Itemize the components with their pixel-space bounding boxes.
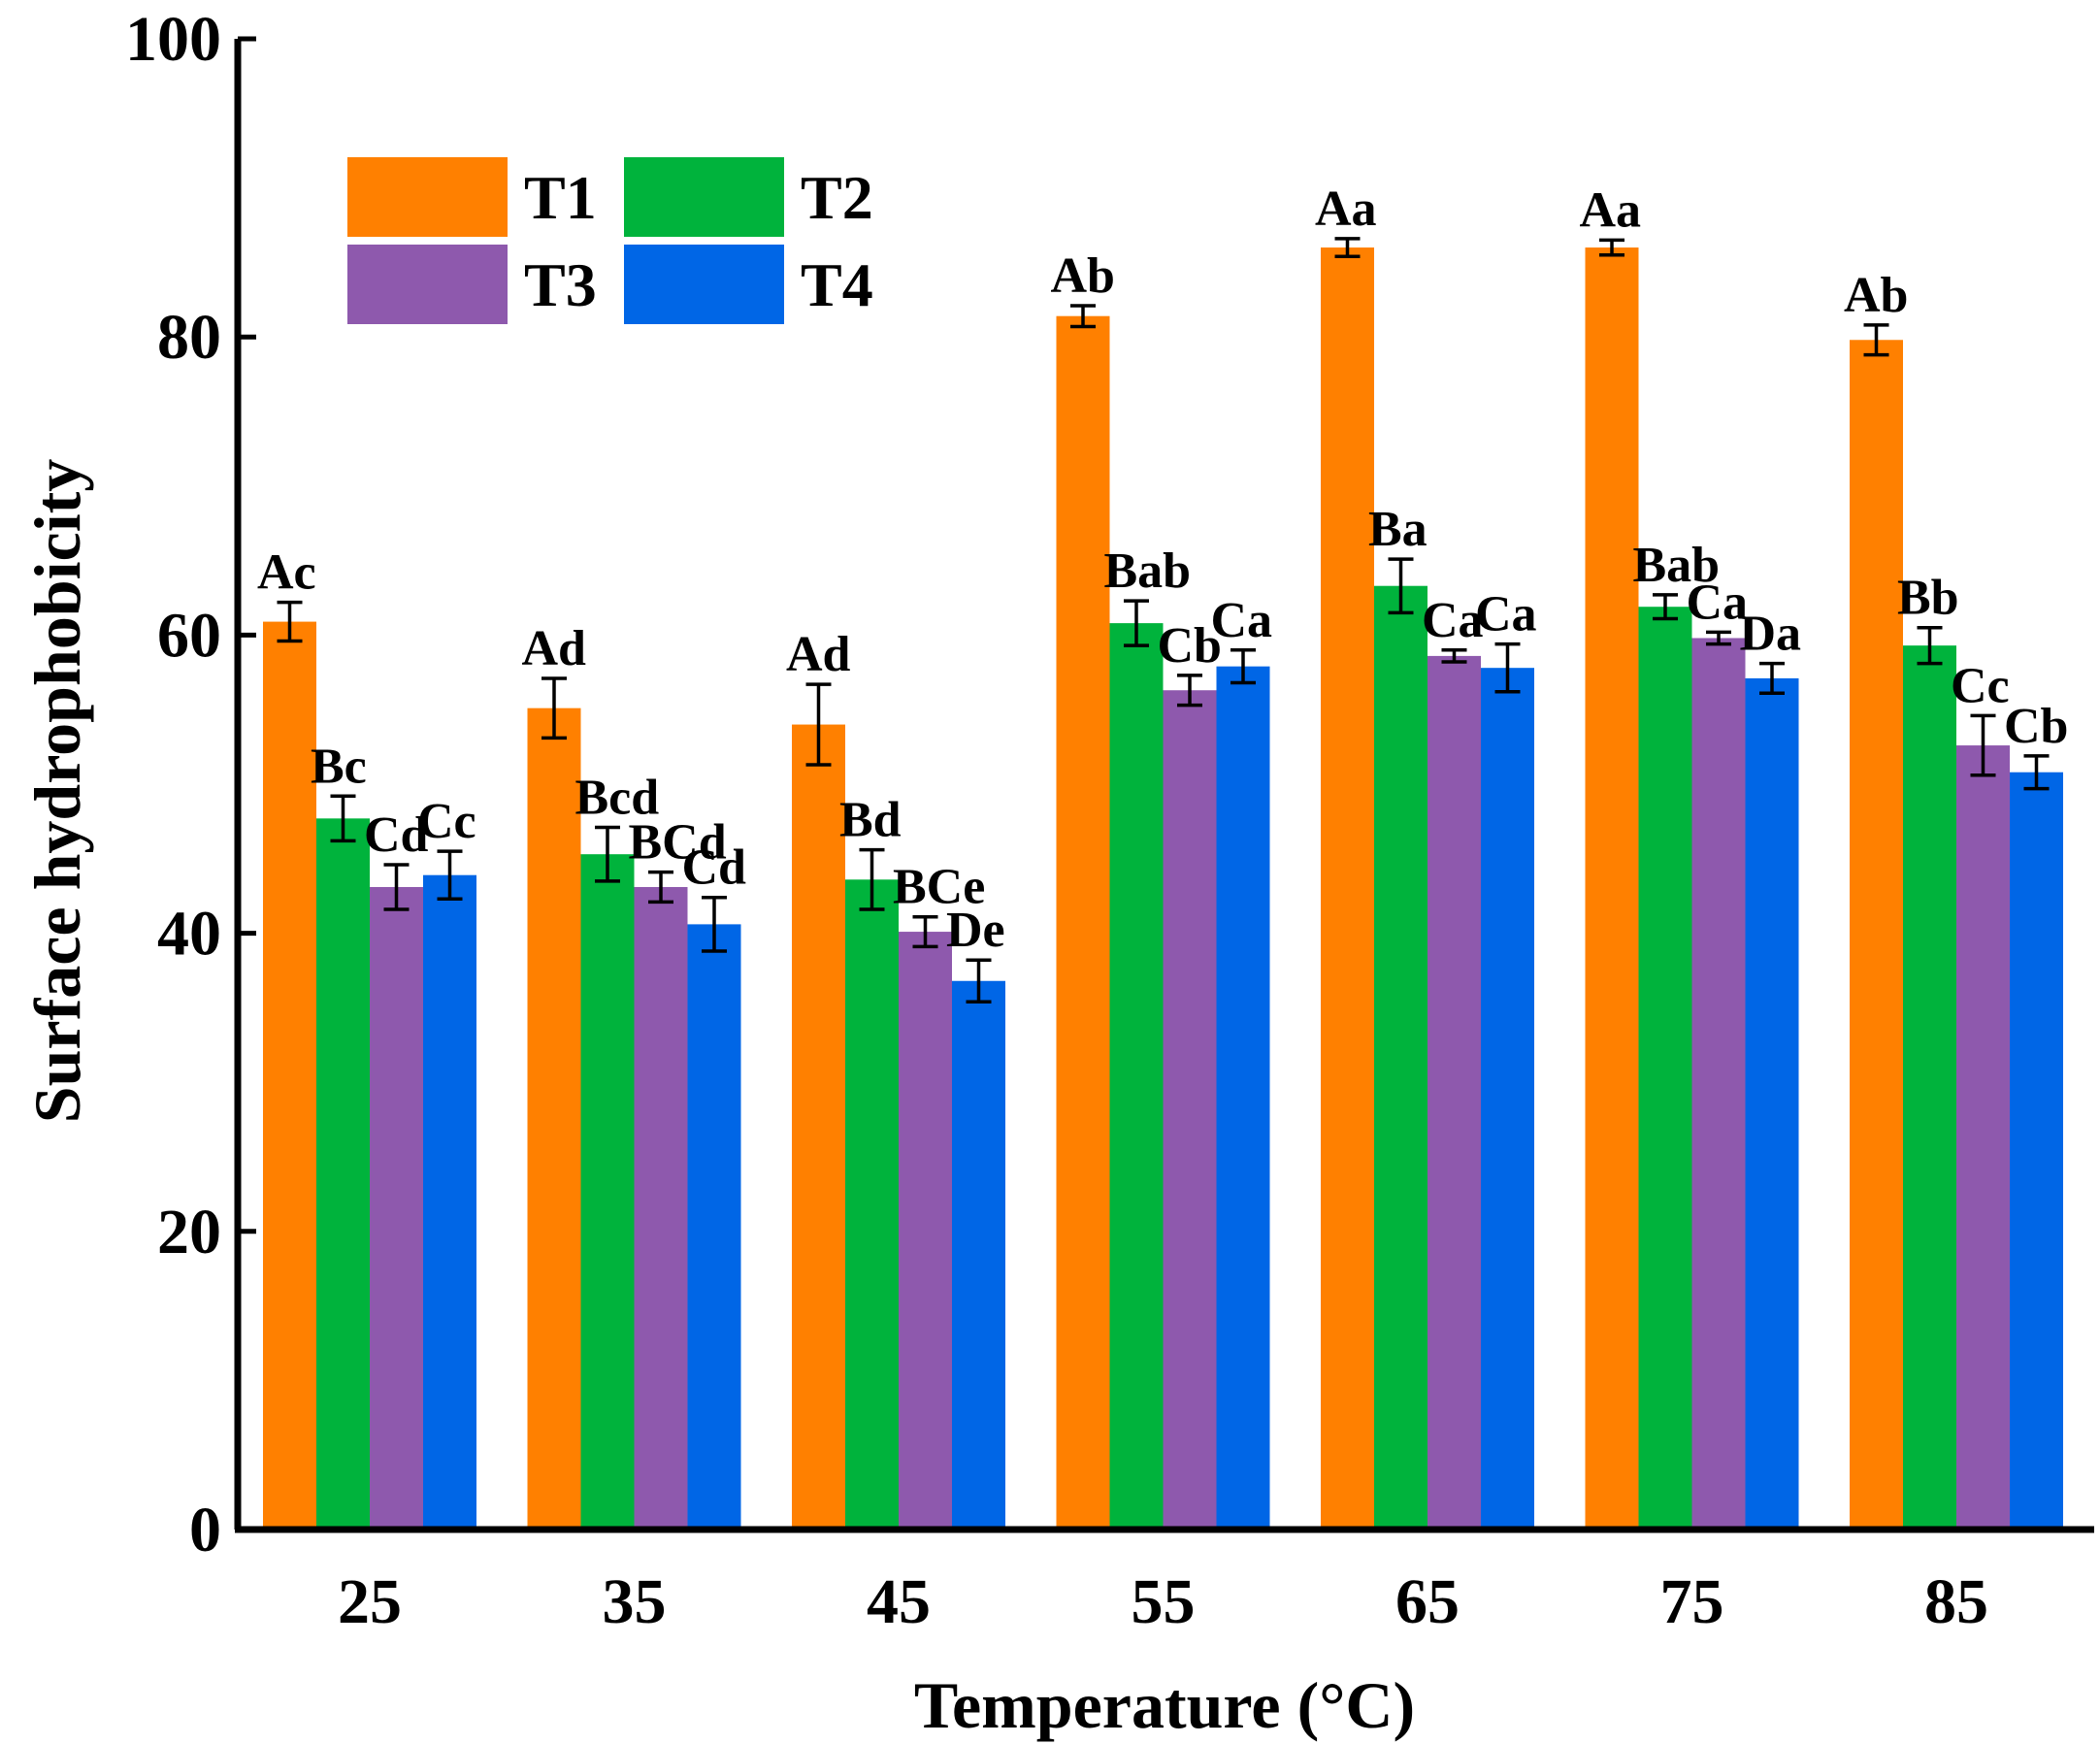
significance-label: Bc: [311, 739, 367, 794]
error-bars-layer: [277, 237, 2050, 1004]
significance-label: Cc: [1951, 658, 2010, 713]
legend-label-t4: T4: [801, 250, 873, 319]
y-tick-label: 40: [157, 899, 221, 970]
significance-label: Ab: [1051, 248, 1115, 304]
bar-t3: [1956, 745, 2010, 1530]
y-tick-label: 0: [189, 1495, 221, 1565]
bar-t4: [952, 980, 1005, 1530]
x-tick-label: 75: [1660, 1566, 1724, 1637]
significance-label: Da: [1740, 607, 1802, 662]
bar-t1: [1850, 340, 1903, 1530]
significance-label: Cd: [364, 807, 429, 863]
bar-t2: [316, 818, 370, 1530]
legend-label-t1: T1: [524, 163, 597, 232]
legend-swatch-t4: [624, 245, 784, 324]
significance-label: Ad: [786, 627, 851, 682]
y-axis-ticks: 0 20 40 60 80 100: [125, 4, 256, 1565]
significance-label: Cb: [1158, 618, 1222, 674]
bar-t3: [370, 886, 423, 1530]
x-tick-label: 55: [1132, 1566, 1196, 1637]
significance-label: Ca: [1475, 587, 1537, 642]
significance-label: Ba: [1368, 502, 1427, 557]
bar-t4: [1481, 668, 1534, 1530]
bar-labels-layer: AcBcCdCcAdBcdBCdCdAdBdBCeDeAbBabCbCaAaBa…: [257, 181, 2068, 958]
significance-label: Ca: [1422, 593, 1484, 648]
significance-label: Aa: [1580, 182, 1642, 238]
bar-t3: [899, 932, 952, 1530]
significance-label: Ad: [522, 621, 587, 676]
x-tick-label: 65: [1395, 1566, 1460, 1637]
bar-t3: [1163, 690, 1217, 1530]
legend-swatch-t3: [347, 245, 508, 324]
y-axis-label: Surface hydrophobicity: [20, 459, 94, 1123]
bar-t1: [1056, 315, 1110, 1530]
x-axis-ticks: 25 35 45 55 65 75 85: [338, 1566, 1988, 1637]
significance-label: Bb: [1897, 571, 1959, 626]
significance-label: Bd: [839, 793, 902, 848]
bar-t1: [527, 707, 581, 1530]
y-tick-label: 60: [157, 600, 221, 671]
x-tick-label: 25: [338, 1566, 402, 1637]
bar-t2: [1638, 607, 1692, 1530]
legend-label-t3: T3: [524, 250, 597, 319]
significance-label: Cd: [682, 840, 747, 896]
bar-t4: [687, 924, 741, 1530]
bar-t2: [1903, 645, 1956, 1530]
y-tick-label: 100: [125, 4, 221, 75]
legend-swatch-t1: [347, 157, 508, 237]
significance-label: BCd: [629, 815, 727, 871]
bars-layer: [263, 247, 2063, 1530]
legend-label-t2: T2: [801, 163, 873, 232]
legend: T1 T2 T3 T4: [347, 157, 873, 324]
x-axis-label: Temperature (°C): [914, 1668, 1415, 1742]
bar-t1: [792, 724, 845, 1530]
bar-t2: [845, 879, 899, 1530]
bar-t4: [1216, 666, 1270, 1530]
bar-t4: [2010, 772, 2063, 1530]
significance-label: Ca: [1687, 575, 1749, 630]
bar-t3: [1427, 655, 1481, 1530]
bar-t1: [1585, 247, 1639, 1530]
significance-label: Ab: [1844, 268, 1908, 323]
bar-t3: [1691, 638, 1746, 1530]
y-tick-label: 80: [157, 302, 221, 373]
significance-label: Ca: [1211, 593, 1273, 648]
legend-swatch-t2: [624, 157, 784, 237]
bar-t3: [634, 886, 688, 1530]
y-tick-label: 20: [157, 1197, 221, 1267]
x-tick-label: 45: [867, 1566, 931, 1637]
significance-label: Ac: [257, 545, 316, 601]
significance-label: Cb: [2004, 699, 2068, 754]
significance-label: De: [946, 903, 1005, 958]
significance-label: Bcd: [575, 771, 660, 826]
bar-t1: [263, 621, 316, 1530]
significance-label: Bab: [1104, 543, 1192, 599]
x-tick-label: 85: [1924, 1566, 1988, 1637]
significance-label: Bab: [1633, 538, 1721, 593]
bar-t2: [1374, 585, 1427, 1530]
significance-label: BCe: [893, 860, 985, 915]
x-tick-label: 35: [603, 1566, 667, 1637]
significance-label: Aa: [1315, 181, 1377, 237]
bar-t2: [1109, 623, 1164, 1530]
significance-label: Cc: [417, 794, 476, 849]
bar-t1: [1321, 247, 1374, 1530]
bar-t2: [580, 854, 635, 1530]
bar-t4: [1745, 677, 1799, 1530]
bar-t4: [423, 874, 476, 1530]
